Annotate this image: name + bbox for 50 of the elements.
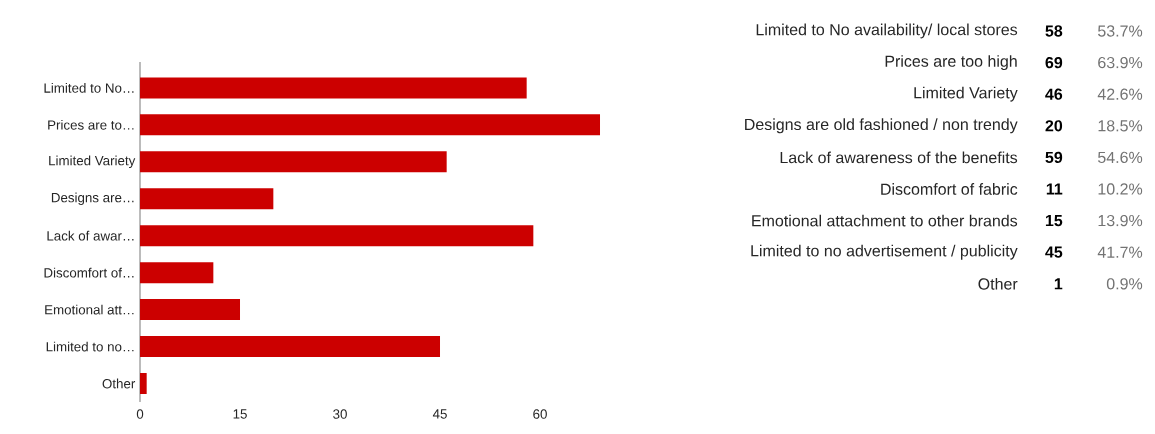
text: Lack of awareness of the benefits: [780, 151, 1018, 164]
text: Emotional attachment to other brands: [752, 214, 1018, 227]
x-tick-label: 30: [333, 409, 347, 419]
y-tick-label: Lack of awar…: [47, 230, 134, 241]
text: Other: [978, 277, 1018, 290]
text: 42.6%: [1097, 88, 1143, 100]
bar: [140, 336, 441, 358]
text: Discomfort of fabric: [881, 183, 1018, 195]
text: 1: [1054, 278, 1063, 290]
y-tick-label: Discomfort of…: [44, 267, 134, 278]
y-tick-label: Other: [102, 378, 136, 389]
text: 45: [1045, 246, 1063, 258]
bar: [140, 373, 147, 395]
bar: [140, 262, 214, 284]
text: 15: [1045, 215, 1063, 227]
y-tick-label: Limited to no…: [46, 341, 134, 352]
bar: [140, 299, 241, 321]
text: 54.6%: [1098, 151, 1143, 164]
text: 59: [1045, 151, 1063, 164]
y-tick-label: Limited Variety: [49, 155, 136, 168]
text: 53.7%: [1098, 25, 1143, 37]
text: 18.5%: [1098, 120, 1143, 132]
text: 46: [1045, 88, 1063, 100]
text: Limited to no advertisement / publicity: [751, 244, 1018, 260]
text: 69: [1045, 56, 1063, 69]
text: 20: [1045, 120, 1063, 132]
y-tick-label: Emotional att…: [45, 304, 134, 315]
text: 11: [1046, 183, 1063, 195]
text: Designs are old fashioned / non trendy: [745, 118, 1018, 134]
bar: [140, 225, 534, 247]
bar: [140, 188, 274, 210]
text: 58: [1045, 25, 1063, 37]
bar: [140, 151, 447, 173]
y-tick-label: Limited to No…: [44, 82, 134, 93]
y-tick-label: Prices are to…: [48, 119, 134, 130]
text: 63.9%: [1098, 56, 1143, 69]
text: Prices are too high: [885, 55, 1017, 71]
x-tick-label: 45: [432, 409, 447, 419]
text: Limited to No availability/ local stores: [756, 23, 1018, 39]
text: 13.9%: [1098, 214, 1143, 227]
text: 0.9%: [1106, 278, 1143, 290]
bar: [140, 114, 601, 136]
text: Limited Variety: [914, 86, 1018, 102]
bar: [140, 77, 527, 99]
x-tick-label: 60: [533, 409, 547, 419]
x-tick-label: 15: [233, 409, 247, 419]
text: 10.2%: [1098, 183, 1143, 195]
text: 41.7%: [1097, 246, 1143, 258]
y-tick-label: Designs are…: [51, 192, 134, 205]
x-tick-label: 0: [136, 409, 144, 419]
